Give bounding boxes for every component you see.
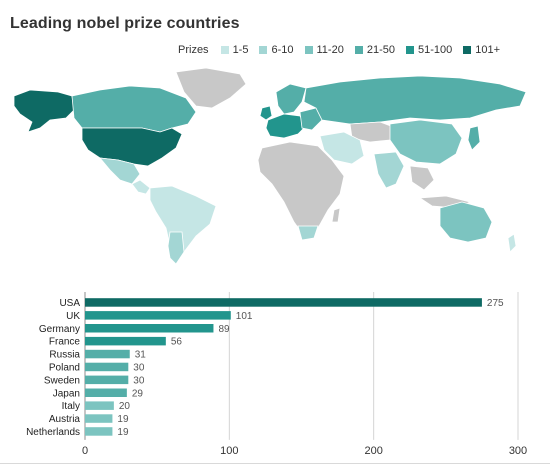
- map-region-japan: [467, 125, 481, 151]
- category-label: Italy: [62, 401, 80, 412]
- x-tick-label: 200: [364, 445, 382, 457]
- map-region-greenland: [175, 67, 247, 109]
- map-region-central-america: [131, 179, 151, 195]
- footer-divider: [0, 463, 550, 464]
- map-region-europe-west: [265, 113, 307, 139]
- category-label: USA: [59, 298, 80, 309]
- legend: Prizes 1-5 6-10 11-20 21-50 51-100 101+: [178, 42, 511, 58]
- value-label: 275: [487, 298, 504, 309]
- category-label: Netherlands: [26, 427, 80, 438]
- legend-swatch: [304, 46, 313, 54]
- map-region-uk: [259, 105, 273, 121]
- value-label: 56: [171, 337, 183, 348]
- value-label: 31: [135, 350, 147, 361]
- world-map: [13, 67, 527, 265]
- x-tick-label: 100: [220, 445, 238, 457]
- value-label: 101: [236, 311, 253, 322]
- category-label: Russia: [49, 350, 80, 361]
- map-region-india: [373, 151, 405, 189]
- legend-item: 51-100: [405, 44, 453, 56]
- bar: [85, 336, 166, 346]
- value-label: 19: [117, 427, 129, 438]
- legend-item-label: 21-50: [366, 44, 395, 56]
- category-label: Japan: [53, 388, 80, 399]
- map-region-new-zealand: [507, 233, 517, 253]
- legend-item-label: 101+: [475, 44, 501, 56]
- legend-item-label: 1-5: [232, 44, 249, 56]
- legend-swatch: [220, 46, 229, 54]
- value-label: 89: [218, 324, 230, 335]
- chart-x-tick-labels: 0 100 200 300: [82, 445, 527, 457]
- map-region-argentina: [167, 231, 185, 265]
- category-label: Austria: [49, 414, 81, 425]
- map-region-mexico: [99, 157, 141, 185]
- legend-item: 21-50: [354, 44, 395, 56]
- category-label: Germany: [39, 324, 80, 335]
- map-region-europe-east: [299, 107, 323, 131]
- map-region-australia: [439, 201, 493, 243]
- category-label: Poland: [49, 362, 80, 373]
- value-label: 19: [117, 414, 129, 425]
- category-label: UK: [66, 311, 80, 322]
- legend-item: 6-10: [259, 44, 294, 56]
- value-label: 29: [132, 388, 144, 399]
- map-region-africa: [257, 141, 345, 237]
- map-region-scandinavia: [275, 83, 307, 115]
- bar: [85, 324, 214, 333]
- chart-bars: [85, 298, 482, 436]
- map-region-canada: [71, 85, 197, 133]
- value-label: 30: [133, 375, 145, 386]
- bar: [85, 414, 113, 423]
- legend-item: 1-5: [220, 44, 249, 56]
- page-title: Leading nobel prize countries: [10, 15, 240, 32]
- legend-item-label: 11-20: [316, 44, 344, 56]
- bar: [85, 362, 129, 372]
- bar: [85, 349, 130, 359]
- value-label: 30: [133, 362, 145, 373]
- legend-item: 11-20: [304, 44, 344, 56]
- map-region-south-africa: [297, 225, 319, 241]
- legend-swatch: [463, 46, 472, 54]
- category-label: Sweden: [44, 375, 80, 386]
- legend-swatch: [354, 46, 363, 54]
- x-tick-label: 300: [509, 445, 527, 457]
- value-label: 20: [119, 401, 131, 412]
- map-region-alaska: [13, 89, 75, 133]
- legend-swatch: [259, 46, 268, 54]
- legend-item: 101+: [463, 44, 500, 56]
- legend-title: Prizes: [178, 44, 209, 56]
- x-tick-label: 0: [82, 445, 88, 457]
- bar: [85, 401, 114, 410]
- bar: [85, 298, 482, 307]
- map-region-russia: [303, 75, 527, 125]
- bar: [85, 375, 129, 385]
- legend-item-label: 51-100: [417, 44, 453, 56]
- bar: [85, 427, 113, 436]
- legend-item-label: 6-10: [271, 44, 294, 56]
- category-label: France: [49, 337, 81, 348]
- map-region-usa: [81, 127, 183, 167]
- bar: [85, 388, 127, 397]
- map-region-madagascar: [331, 207, 341, 223]
- map-region-southeast-asia: [409, 165, 435, 191]
- bar: [85, 311, 231, 320]
- map-region-middle-east: [319, 131, 365, 165]
- legend-swatch: [405, 46, 414, 54]
- map-region-china: [389, 119, 463, 165]
